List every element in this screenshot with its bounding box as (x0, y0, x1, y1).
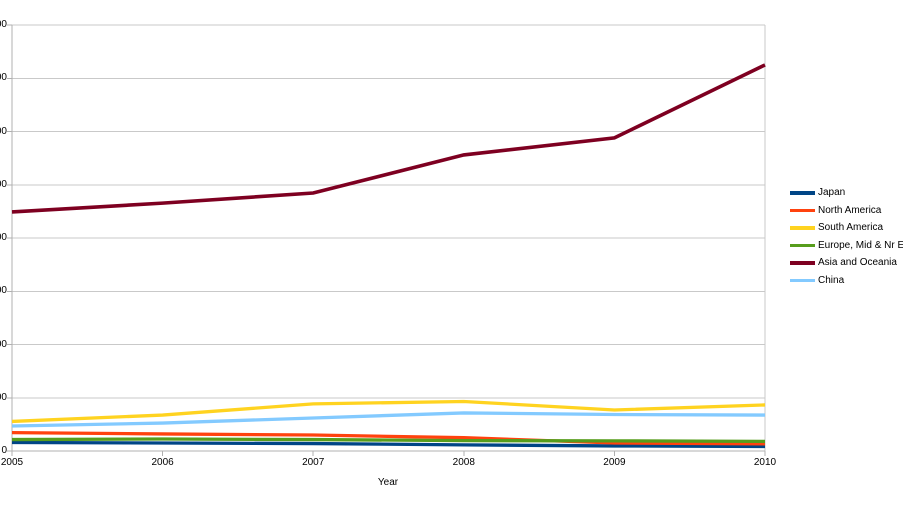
y-axis-label: 4000 (0, 232, 7, 243)
legend-swatch-europe-mid-nr-east (790, 243, 815, 247)
legend-label: South America (818, 222, 884, 234)
x-axis-label: 2008 (452, 457, 475, 468)
legend-item-asia-and-oceania: Asia and Oceania (790, 254, 903, 272)
series-line-japan (11, 440, 766, 449)
y-axis-label: 2000 (0, 338, 7, 350)
legend: Japan North America South America Europe, M… (790, 184, 903, 289)
y-axis-label: 6000 (0, 125, 7, 137)
series-line-asia-and-oceania (11, 63, 766, 214)
legend-swatch-north-america (790, 208, 815, 212)
legend-swatch-south-america (790, 226, 815, 230)
y-axis-label: 1000 (0, 391, 7, 403)
x-axis-label: 2007 (302, 457, 325, 468)
y-axis-label: 8000 (0, 19, 7, 30)
y-axis-label: 0 (1, 445, 7, 456)
series-line-europe-mid-nr-east (11, 437, 766, 444)
legend-item-china: China (790, 272, 903, 290)
legend-item-europe-mid-nr-east: Europe, Mid & Nr East (790, 237, 903, 255)
legend-label: China (818, 274, 845, 286)
legend-item-south-america: South America (790, 219, 903, 237)
x-axis-label: 2006 (151, 457, 174, 468)
legend-label: North America (818, 204, 882, 216)
x-axis-title: Year (377, 477, 399, 488)
legend-swatch-asia-and-oceania (790, 261, 815, 265)
y-axis-label: 3000 (0, 285, 7, 297)
legend-label: Europe, Mid & Nr East (818, 239, 903, 251)
legend-swatch-china (790, 278, 815, 282)
y-axis-label: 7000 (0, 72, 7, 84)
legend-item-north-america: North America (790, 202, 903, 220)
series-line-china (11, 411, 766, 428)
series-line-north-america (11, 430, 766, 446)
legend-label: Japan (818, 187, 846, 199)
x-axis-label: 2010 (753, 457, 777, 468)
legend-item-japan: Japan (790, 184, 903, 202)
series-line-south-america (11, 399, 766, 424)
x-axis-label: 2009 (603, 457, 626, 468)
y-axis-label: 5000 (0, 178, 7, 190)
legend-swatch-japan (790, 191, 815, 195)
x-axis-label: 2005 (0, 457, 24, 468)
legend-label: Asia and Oceania (818, 257, 897, 269)
